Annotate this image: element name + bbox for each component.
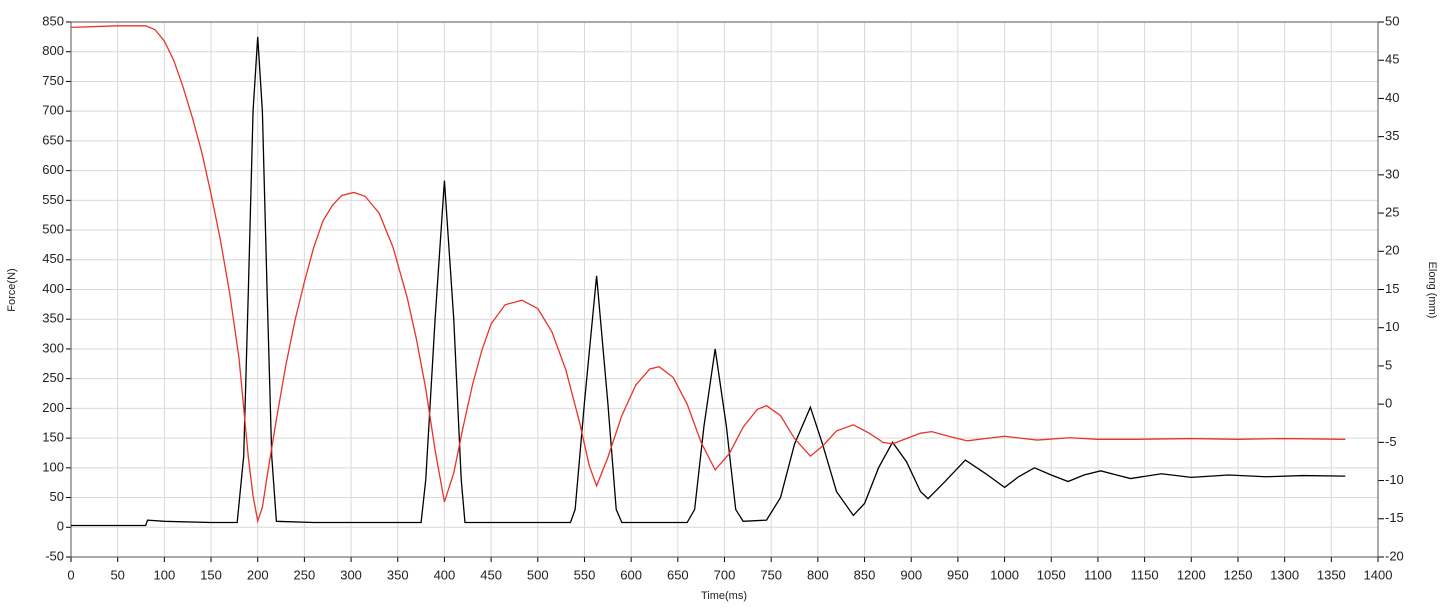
y-tick-label: 300: [42, 340, 64, 355]
x-tick-label: 100: [154, 567, 176, 582]
y-tick-label: 800: [42, 43, 64, 58]
y-tick-label: -50: [45, 548, 64, 563]
y2-tick-label: 50: [1385, 13, 1399, 28]
y-tick-label: 850: [42, 13, 64, 28]
x-tick-label: 1300: [1270, 567, 1299, 582]
y2-tick-label: -10: [1385, 472, 1404, 487]
y-tick-label: 750: [42, 73, 64, 88]
x-tick-label: 150: [200, 567, 222, 582]
y2-tick-label: 20: [1385, 243, 1399, 258]
y-tick-label: 250: [42, 370, 64, 385]
y2-tick-label: 0: [1385, 396, 1392, 411]
x-tick-label: 900: [900, 567, 922, 582]
y-tick-label: 700: [42, 103, 64, 118]
x-tick-label: 1250: [1224, 567, 1253, 582]
y2-tick-label: -15: [1385, 510, 1404, 525]
x-tick-label: 1150: [1131, 567, 1159, 582]
x-tick-label: 200: [247, 567, 269, 582]
x-tick-label: 1050: [1037, 567, 1066, 582]
y-tick-label: 200: [42, 400, 64, 415]
y-tick-label: 350: [42, 311, 64, 326]
x-tick-label: 350: [387, 567, 409, 582]
x-tick-label: 250: [294, 567, 316, 582]
y-tick-label: 400: [42, 281, 64, 296]
x-tick-label: 1350: [1317, 567, 1346, 582]
y2-tick-label: 25: [1385, 205, 1399, 220]
y-tick-label: 600: [42, 162, 64, 177]
x-tick-label: 50: [110, 567, 124, 582]
x-tick-label: 1000: [990, 567, 1019, 582]
x-tick-label: 400: [434, 567, 456, 582]
y2-tick-label: -20: [1385, 548, 1404, 563]
y2-axis-title: Elong (mm): [1426, 262, 1438, 319]
data-line: [71, 36, 1346, 527]
y-tick-label: 100: [42, 459, 64, 474]
y-tick-label: 450: [42, 251, 64, 266]
plot-frame: [70, 21, 1379, 558]
y-tick-label: 150: [42, 430, 64, 445]
x-tick-label: 1100: [1084, 567, 1112, 582]
x-tick-label: 950: [947, 567, 969, 582]
y2-tick-label: 30: [1385, 166, 1399, 181]
y2-tick-label: 15: [1385, 281, 1399, 296]
y2-tick-label: 35: [1385, 128, 1399, 143]
y-tick-label: 650: [42, 132, 64, 147]
x-tick-label: 300: [340, 567, 362, 582]
x-tick-label: 600: [620, 567, 642, 582]
x-tick-label: 0: [67, 567, 74, 582]
x-tick-label: 500: [527, 567, 549, 582]
data-line: [70, 25, 1346, 524]
y2-tick-label: 40: [1385, 90, 1399, 105]
x-tick-label: 650: [667, 567, 689, 582]
y-tick-label: 550: [42, 192, 64, 207]
x-tick-label: 850: [854, 567, 876, 582]
y2-tick-label: 10: [1385, 319, 1399, 334]
y-tick-label: 500: [42, 221, 64, 236]
y-tick-label: 0: [57, 519, 64, 534]
y-axis-title: Force(N): [6, 268, 18, 311]
x-axis-title: Time(ms): [701, 590, 747, 602]
x-tick-label: 800: [807, 567, 829, 582]
x-tick-label: 1200: [1177, 567, 1206, 582]
y-tick-label: 50: [50, 489, 64, 504]
x-tick-label: 1400: [1364, 567, 1393, 582]
x-tick-label: 450: [480, 567, 502, 582]
y2-tick-label: 45: [1385, 52, 1399, 67]
y2-tick-label: 5: [1385, 357, 1392, 372]
x-tick-label: 750: [760, 567, 782, 582]
x-tick-label: 700: [714, 567, 736, 582]
y2-tick-label: -5: [1385, 434, 1397, 449]
x-tick-label: 550: [574, 567, 596, 582]
